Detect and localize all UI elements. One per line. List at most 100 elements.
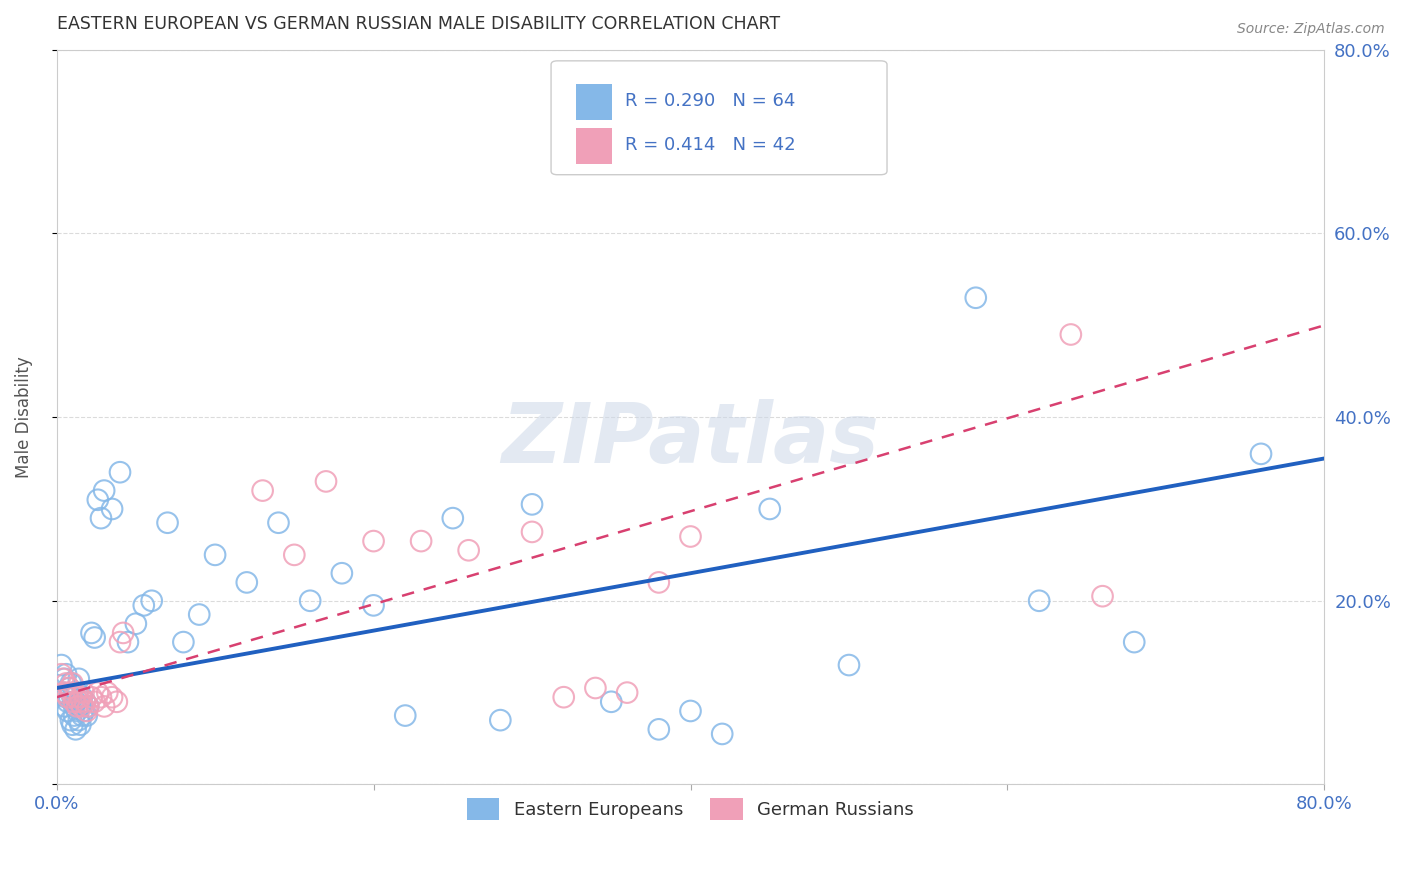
Point xyxy=(679,529,702,543)
Point xyxy=(299,594,322,608)
Point xyxy=(66,699,89,714)
Legend: Eastern Europeans, German Russians: Eastern Europeans, German Russians xyxy=(460,790,921,827)
Point xyxy=(1123,635,1146,649)
Point xyxy=(236,575,259,590)
Point xyxy=(69,717,91,731)
Point xyxy=(583,681,606,695)
Point xyxy=(363,599,385,613)
Point xyxy=(67,672,90,686)
Point xyxy=(1091,589,1114,603)
Point xyxy=(172,635,194,649)
Point xyxy=(59,713,82,727)
Point xyxy=(648,575,671,590)
Text: ZIPatlas: ZIPatlas xyxy=(502,399,879,480)
Point xyxy=(117,635,139,649)
Point xyxy=(65,690,87,705)
Point xyxy=(93,483,115,498)
Point xyxy=(80,690,103,705)
Point xyxy=(65,695,87,709)
Point xyxy=(141,594,163,608)
Point xyxy=(56,690,79,705)
Point xyxy=(315,475,337,489)
Point xyxy=(838,658,860,673)
Point xyxy=(67,695,90,709)
Point xyxy=(76,708,98,723)
Point xyxy=(520,524,543,539)
Point xyxy=(72,704,94,718)
Point xyxy=(1028,594,1050,608)
Point xyxy=(72,685,94,699)
Point xyxy=(83,631,105,645)
Point xyxy=(65,723,87,737)
Point xyxy=(52,685,75,699)
Point xyxy=(75,695,97,709)
Point xyxy=(66,685,89,699)
Point xyxy=(93,699,115,714)
Y-axis label: Male Disability: Male Disability xyxy=(15,356,32,478)
Point xyxy=(63,699,86,714)
Point xyxy=(330,566,353,581)
Text: EASTERN EUROPEAN VS GERMAN RUSSIAN MALE DISABILITY CORRELATION CHART: EASTERN EUROPEAN VS GERMAN RUSSIAN MALE … xyxy=(56,15,780,33)
Point xyxy=(66,704,89,718)
Point xyxy=(204,548,226,562)
Point xyxy=(75,695,97,709)
Point xyxy=(101,502,124,516)
Text: R = 0.414   N = 42: R = 0.414 N = 42 xyxy=(624,136,796,154)
FancyBboxPatch shape xyxy=(551,61,887,175)
Point xyxy=(394,708,416,723)
Point xyxy=(105,695,128,709)
Point xyxy=(56,695,79,709)
Point xyxy=(125,616,148,631)
Point xyxy=(63,708,86,723)
Point xyxy=(553,690,575,705)
FancyBboxPatch shape xyxy=(576,85,612,120)
Point xyxy=(53,699,76,714)
Point xyxy=(51,667,73,681)
Point xyxy=(56,704,79,718)
Point xyxy=(62,676,84,690)
Point xyxy=(70,699,93,714)
Point xyxy=(80,626,103,640)
Point xyxy=(69,699,91,714)
Point xyxy=(1060,327,1083,342)
Point xyxy=(63,695,86,709)
Point xyxy=(252,483,274,498)
Point xyxy=(58,690,80,705)
Point xyxy=(600,695,623,709)
Point xyxy=(58,681,80,695)
FancyBboxPatch shape xyxy=(576,128,612,164)
Point xyxy=(83,695,105,709)
Point xyxy=(55,676,77,690)
Point xyxy=(457,543,479,558)
Point xyxy=(87,685,110,699)
Point xyxy=(132,599,155,613)
Point xyxy=(965,291,987,305)
Point xyxy=(87,492,110,507)
Point xyxy=(441,511,464,525)
Point xyxy=(96,685,118,699)
Point xyxy=(648,723,671,737)
Text: Source: ZipAtlas.com: Source: ZipAtlas.com xyxy=(1237,22,1385,37)
Point xyxy=(59,685,82,699)
Point xyxy=(363,534,385,549)
Point xyxy=(758,502,780,516)
Point xyxy=(53,672,76,686)
Point xyxy=(112,626,135,640)
Point xyxy=(616,685,638,699)
Point xyxy=(76,704,98,718)
Point xyxy=(101,690,124,705)
Point xyxy=(77,699,100,714)
Point xyxy=(69,690,91,705)
Point xyxy=(59,676,82,690)
Point xyxy=(1250,447,1272,461)
Point xyxy=(53,685,76,699)
Point xyxy=(679,704,702,718)
Point xyxy=(108,465,131,479)
Point xyxy=(108,635,131,649)
Point xyxy=(489,713,512,727)
Point xyxy=(62,717,84,731)
Point xyxy=(283,548,305,562)
Point xyxy=(156,516,179,530)
Point xyxy=(711,727,734,741)
Point xyxy=(67,713,90,727)
